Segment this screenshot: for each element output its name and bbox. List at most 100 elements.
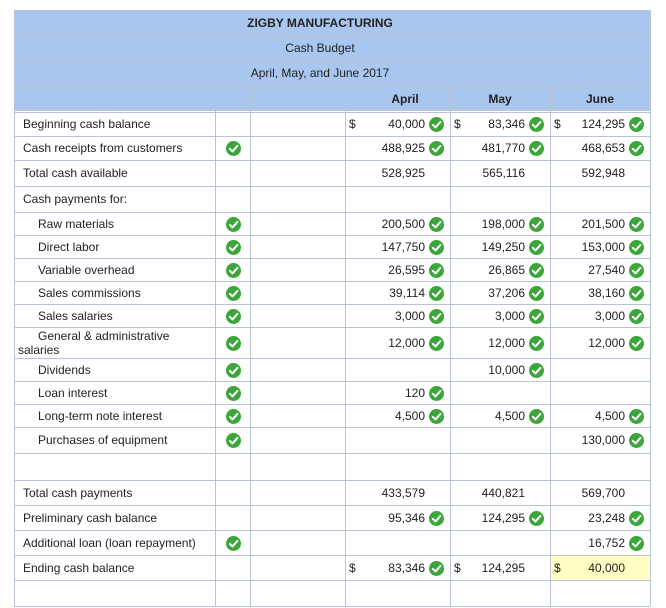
grid-line [14, 281, 650, 282]
check-icon [429, 239, 444, 255]
cell-value: 488,925 [381, 141, 425, 155]
check-icon [226, 408, 241, 424]
header-band [14, 60, 650, 85]
grid-line [14, 381, 650, 382]
grid-line [14, 60, 650, 61]
row-label: Loan interest [38, 385, 108, 400]
grid-line [14, 136, 650, 137]
check-icon [629, 510, 644, 526]
row-label: Dividends [38, 362, 91, 377]
row-label: Preliminary cash balance [23, 510, 158, 525]
cell-value: 468,653 [581, 141, 625, 155]
grid-line [14, 304, 650, 305]
grid-line [14, 112, 650, 113]
cell-value: 27,540 [588, 262, 625, 277]
grid-line [14, 35, 650, 36]
cell-value: 12,000 [588, 335, 625, 350]
grid-line [14, 530, 650, 531]
check-icon [226, 308, 241, 324]
currency-sign: $ [554, 560, 561, 575]
row-label: Cash payments for: [23, 192, 128, 206]
cell-value: 565,116 [482, 166, 526, 180]
cell-value: 3,000 [594, 308, 625, 323]
cell-value: 130,000 [581, 433, 625, 447]
check-icon [529, 308, 544, 324]
column-header: April [391, 92, 419, 106]
grid-line [14, 404, 650, 405]
cell-value: 3,000 [494, 308, 525, 323]
cell-value: 147,750 [381, 239, 425, 254]
row-label: Raw materials [38, 216, 115, 231]
row-label: Beginning cash balance [23, 117, 151, 131]
cell-value: 3,000 [394, 308, 425, 323]
cell-value: 149,250 [481, 239, 525, 254]
grid-line [14, 85, 650, 86]
cell-value: 12,000 [388, 335, 425, 350]
check-icon [429, 216, 444, 232]
check-icon [429, 510, 444, 526]
check-icon [529, 239, 544, 255]
grid-line [650, 10, 651, 606]
cell-value: 569,700 [581, 485, 625, 500]
row-label: Total cash available [23, 166, 128, 180]
check-icon [529, 117, 544, 132]
cell-value: 4,500 [494, 408, 525, 423]
row-label: Variable overhead [38, 262, 135, 277]
row-label: Long-term note interest [38, 408, 163, 423]
currency-sign: $ [349, 560, 356, 575]
cell-value: 124,295 [581, 117, 625, 131]
cell-value: 23,248 [588, 510, 625, 525]
check-icon [629, 308, 644, 324]
check-icon [629, 285, 644, 301]
currency-sign: $ [554, 117, 561, 131]
highlight-cell [551, 556, 650, 580]
check-icon [429, 117, 444, 132]
check-icon [529, 510, 544, 526]
cell-value: 38,160 [588, 285, 625, 300]
grid-line [550, 85, 551, 606]
row-label: Sales salaries [38, 308, 113, 323]
cell-value: 201,500 [581, 216, 625, 231]
cell-value: 4,500 [594, 408, 625, 423]
header-text: Cash Budget [285, 41, 355, 55]
grid-line [215, 85, 216, 606]
cell-value: 95,346 [388, 510, 425, 525]
grid-line [14, 505, 650, 506]
row-label: Direct labor [38, 239, 100, 254]
cell-value: 10,000 [488, 362, 525, 377]
column-header: June [585, 92, 614, 106]
cell-value: 26,865 [488, 262, 525, 277]
row-label: Total cash payments [23, 485, 133, 500]
check-icon [226, 362, 241, 378]
row-label: Cash receipts from customers [23, 141, 183, 155]
check-icon [529, 335, 544, 351]
cell-value: 83,346 [388, 560, 425, 575]
check-icon [629, 408, 644, 424]
check-icon [629, 262, 644, 278]
currency-sign: $ [454, 560, 461, 575]
check-icon [226, 385, 241, 401]
cell-value: 153,000 [581, 239, 625, 254]
check-icon [529, 362, 544, 378]
currency-sign: $ [349, 117, 356, 131]
header-band [14, 10, 650, 35]
grid-line [250, 85, 251, 606]
check-icon [429, 408, 444, 424]
cell-value: 198,000 [481, 216, 525, 231]
header-text: ZIGBY MANUFACTURING [247, 16, 393, 30]
grid-line [450, 85, 451, 606]
check-icon [429, 308, 444, 324]
grid-line [14, 427, 650, 428]
row-label: General & administrative salaries [18, 329, 170, 357]
check-icon [529, 408, 544, 424]
grid-line [14, 480, 650, 481]
header-band [14, 35, 650, 60]
currency-sign: $ [454, 117, 461, 131]
cell-value: 39,114 [389, 285, 425, 300]
check-icon [629, 433, 644, 448]
check-icon [429, 385, 444, 401]
check-icon [629, 239, 644, 255]
check-icon [629, 141, 644, 156]
check-icon [529, 285, 544, 301]
